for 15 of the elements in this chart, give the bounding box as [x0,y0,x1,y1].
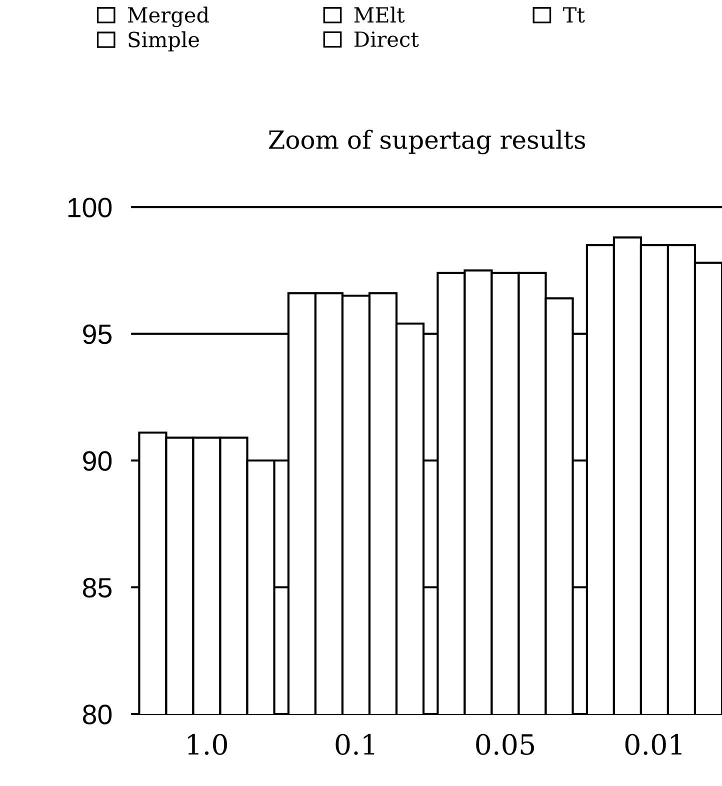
legend-label: Simple [128,31,199,52]
y-tick-label: 85 [82,578,112,598]
y-tick-label: 80 [82,704,112,724]
legend-label: MElt [354,6,405,23]
x-tick-label: 0.01 [625,734,682,755]
x-tick-label: 1.0 [188,734,227,755]
x-tick-label: 0.05 [476,734,534,755]
y-tick-label: 100 [68,198,112,218]
chart-title: Zoom of supertag results [268,130,586,154]
legend-label: Tt [562,7,585,23]
y-tick-label: 95 [83,324,112,344]
x-tick-label: 0.1 [336,734,374,755]
legend-label: Direct [354,31,419,48]
y-tick-label: 90 [83,451,112,471]
legend-label: Merged [128,6,209,28]
